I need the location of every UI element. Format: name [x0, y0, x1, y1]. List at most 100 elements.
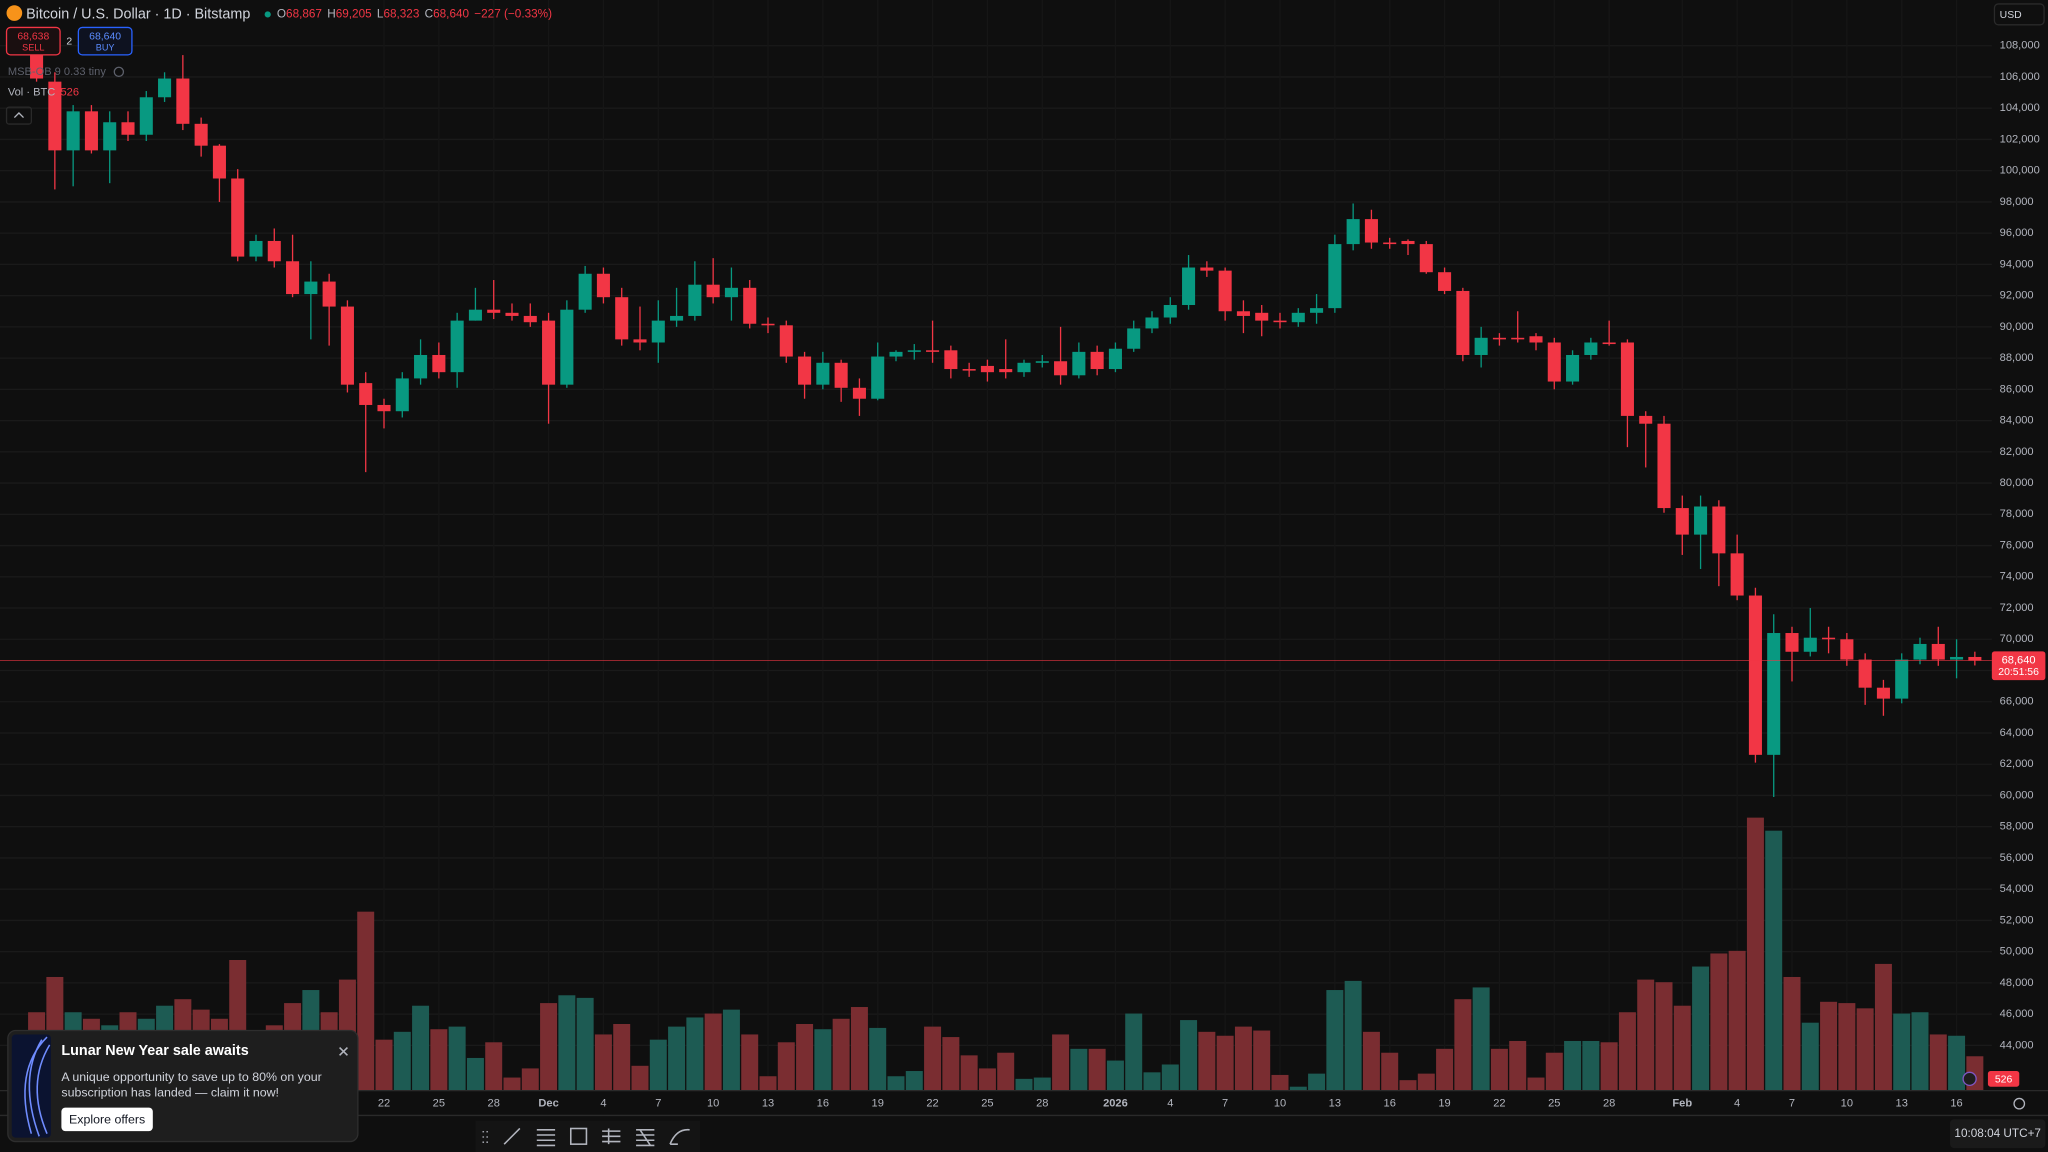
y-tick-label: 102,000 — [2000, 133, 2040, 145]
gann-tool[interactable] — [636, 1129, 655, 1147]
candle-body — [1694, 506, 1708, 535]
volume-bar — [1911, 1012, 1929, 1091]
volume-bar — [832, 1018, 850, 1091]
candle-layer — [30, 45, 1982, 798]
x-tick-label: 28 — [1603, 1098, 1615, 1110]
volume-bar — [1454, 999, 1472, 1091]
candle-body — [1163, 305, 1177, 318]
visibility-icon[interactable] — [113, 66, 125, 78]
volume-bar — [1070, 1048, 1088, 1091]
x-tick-label: 28 — [488, 1098, 500, 1110]
y-tick-label: 52,000 — [2000, 914, 2034, 926]
volume-bar — [393, 1031, 411, 1091]
candle-body — [1767, 633, 1781, 755]
candle-body — [505, 312, 519, 316]
candle-body — [1876, 687, 1890, 699]
volume-bar — [1052, 1034, 1070, 1091]
candle-body — [1255, 312, 1269, 321]
popup-close[interactable] — [339, 1046, 348, 1056]
y-tick-label: 56,000 — [2000, 852, 2034, 864]
candle-body — [1822, 637, 1836, 640]
y-tick-label: 100,000 — [2000, 165, 2040, 177]
volume-bar — [777, 1042, 795, 1091]
volume-bar — [1271, 1074, 1289, 1091]
volume-badge-value: 526 — [1995, 1074, 2013, 1085]
candle-body — [1236, 311, 1250, 316]
candle-body — [1785, 633, 1799, 652]
volume-bar — [741, 1034, 759, 1091]
candle-body — [359, 383, 373, 405]
y-tick-label: 80,000 — [2000, 477, 2034, 489]
volume-bar — [1655, 982, 1673, 1091]
volume-bar — [869, 1027, 887, 1091]
volume-bar — [704, 1013, 722, 1091]
x-tick-label: 22 — [1493, 1098, 1505, 1110]
candle-body — [231, 178, 245, 257]
candle-body — [103, 122, 117, 151]
candle-body — [1584, 342, 1598, 355]
candle-body — [121, 122, 135, 135]
candle-body — [1803, 637, 1817, 652]
x-tick-label: 19 — [1438, 1098, 1450, 1110]
y-tick-label: 48,000 — [2000, 977, 2034, 989]
x-tick-label: 7 — [1789, 1098, 1795, 1110]
candle-body — [322, 281, 336, 307]
y-tick-label: 60,000 — [2000, 789, 2034, 801]
settings-icon[interactable] — [2013, 1097, 2026, 1110]
volume-bar — [978, 1068, 996, 1091]
currency-select[interactable] — [1993, 3, 2045, 26]
alert-icon[interactable] — [1962, 1071, 1977, 1087]
popup-button[interactable] — [61, 1107, 153, 1132]
collapse-button[interactable] — [5, 106, 32, 125]
candle-body — [871, 356, 885, 399]
volume-bar — [905, 1071, 923, 1091]
candle-body — [48, 81, 62, 151]
brush-tool[interactable] — [669, 1128, 690, 1145]
candle-body — [66, 111, 80, 151]
rectangle-tool[interactable] — [569, 1127, 588, 1145]
volume-bar — [1180, 1020, 1198, 1091]
candle-body — [1950, 656, 1964, 660]
candle-body — [84, 111, 98, 151]
candle-body — [1364, 219, 1378, 243]
status-dot: ● — [263, 6, 272, 22]
candle-body — [907, 350, 921, 352]
candle-body — [962, 369, 976, 371]
x-tick-label: 16 — [817, 1098, 829, 1110]
y-tick-label: 84,000 — [2000, 415, 2034, 427]
x-tick-label: 25 — [981, 1098, 993, 1110]
pitchfork-tool[interactable] — [602, 1128, 621, 1145]
sell-button[interactable] — [5, 26, 61, 56]
popup-art-curves — [24, 1036, 51, 1137]
x-tick-label: 13 — [1896, 1098, 1908, 1110]
candle-body — [1456, 290, 1470, 355]
volume-bar — [668, 1026, 686, 1091]
popup-body-line: A unique opportunity to save up to 80% o… — [61, 1070, 321, 1084]
candle-body — [1712, 506, 1726, 554]
volume-bar — [1929, 1034, 1947, 1091]
trend-line-tool[interactable] — [503, 1127, 521, 1145]
candle-body — [377, 404, 391, 412]
fib-tool[interactable] — [536, 1129, 556, 1147]
candle-body — [1401, 240, 1415, 245]
volume-bar — [448, 1026, 466, 1091]
volume-bar — [960, 1055, 978, 1091]
candle-body — [1675, 508, 1689, 535]
candle-body — [304, 281, 318, 295]
candle-body — [1035, 361, 1049, 363]
countdown: 20:51:56 — [1998, 667, 2039, 678]
x-tick-label: 13 — [762, 1098, 774, 1110]
popup-art — [11, 1034, 51, 1138]
change: −227 (−0.33%) — [474, 7, 552, 20]
candle-body — [1657, 423, 1671, 509]
candle-body — [395, 378, 409, 412]
volume-bar — [558, 995, 576, 1091]
candle-body — [1931, 643, 1945, 660]
candle-body — [1566, 354, 1580, 382]
candle-body — [706, 284, 720, 298]
volume-bar — [1710, 953, 1728, 1091]
toolbar-grip — [482, 1131, 488, 1143]
volume-bar — [1600, 1042, 1618, 1091]
buy-button[interactable] — [77, 26, 133, 56]
